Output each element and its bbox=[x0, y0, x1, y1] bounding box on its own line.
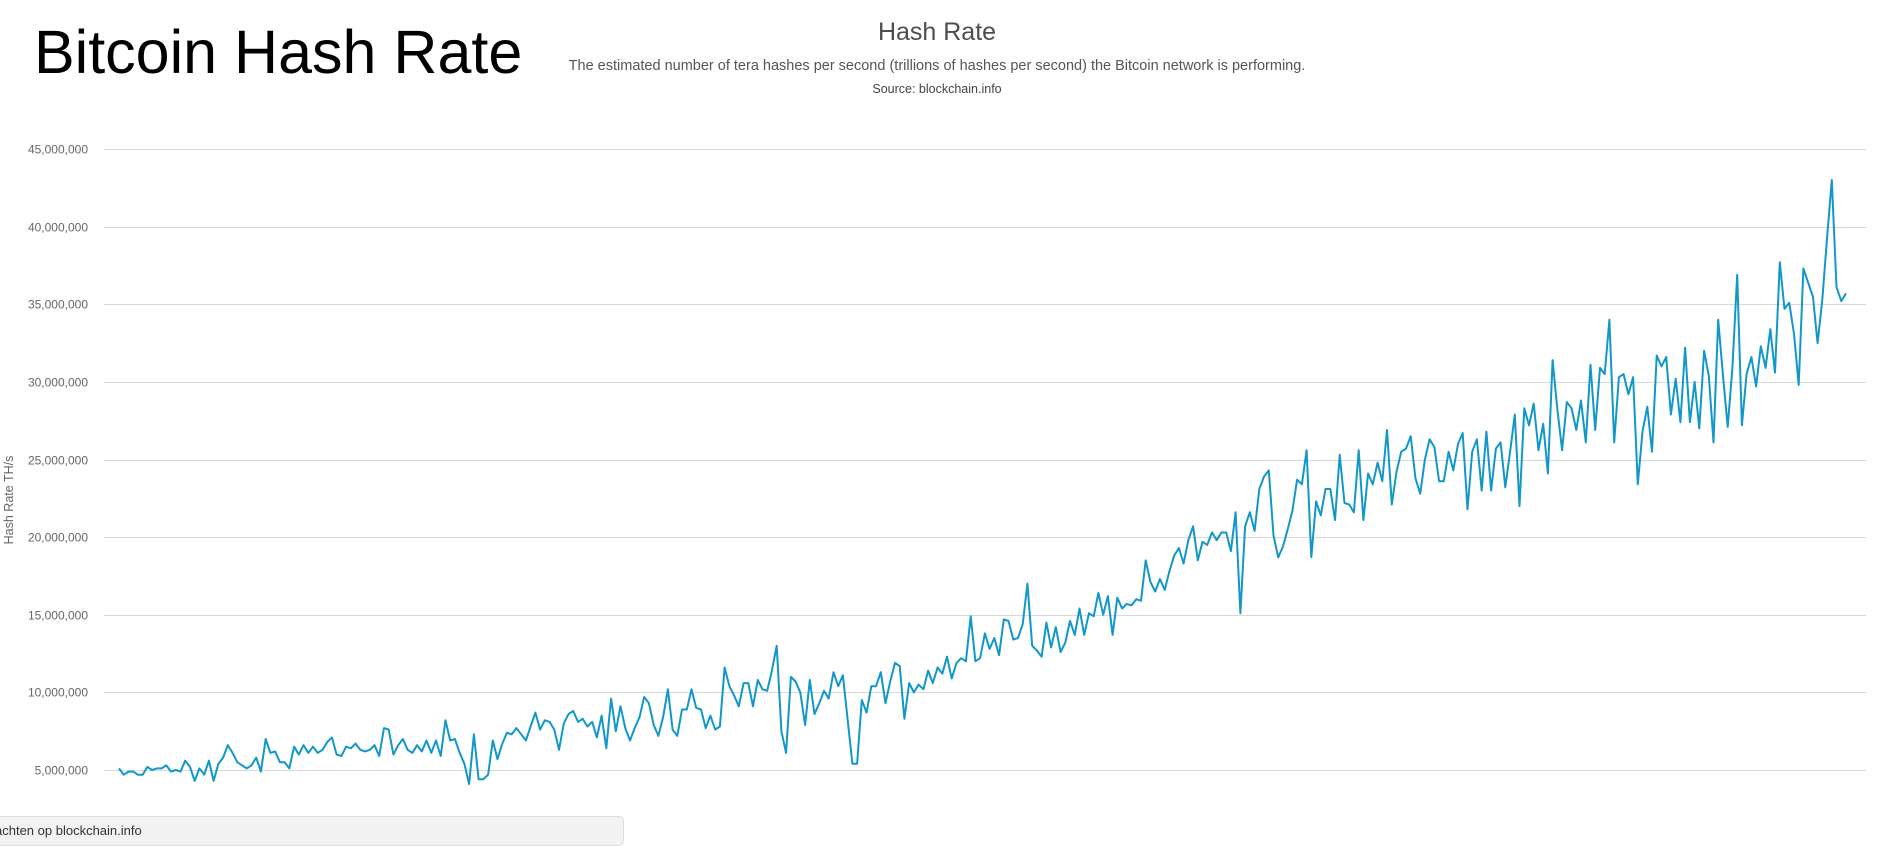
y-tick-label: 10,000,000 bbox=[28, 686, 88, 700]
page-title: Bitcoin Hash Rate bbox=[34, 18, 523, 86]
y-axis-title: Hash Rate TH/s bbox=[2, 456, 16, 545]
series-line-hash-rate bbox=[118, 179, 1847, 785]
series-layer bbox=[118, 179, 1847, 785]
gridlines bbox=[104, 149, 1866, 771]
y-tick-label: 15,000,000 bbox=[28, 609, 88, 623]
chart-source: Source: blockchain.info bbox=[872, 82, 1002, 96]
y-tick-label: 5,000,000 bbox=[35, 764, 89, 778]
footer-link-bar[interactable]: achten op blockchain.info bbox=[0, 816, 624, 846]
chart-title: Hash Rate bbox=[877, 18, 997, 46]
y-tick-label: 35,000,000 bbox=[28, 298, 88, 312]
y-axis-ticks: 5,000,000 10,000,000 15,000,000 20,000,000 2… bbox=[28, 143, 88, 778]
y-tick-label: 30,000,000 bbox=[28, 376, 88, 390]
y-tick-label: 40,000,000 bbox=[28, 221, 88, 235]
y-tick-label: 45,000,000 bbox=[28, 143, 88, 157]
chart-subtitle: The estimated number of tera hashes per … bbox=[568, 58, 1306, 74]
y-tick-label: 25,000,000 bbox=[28, 454, 88, 468]
y-tick-label: 20,000,000 bbox=[28, 531, 88, 545]
